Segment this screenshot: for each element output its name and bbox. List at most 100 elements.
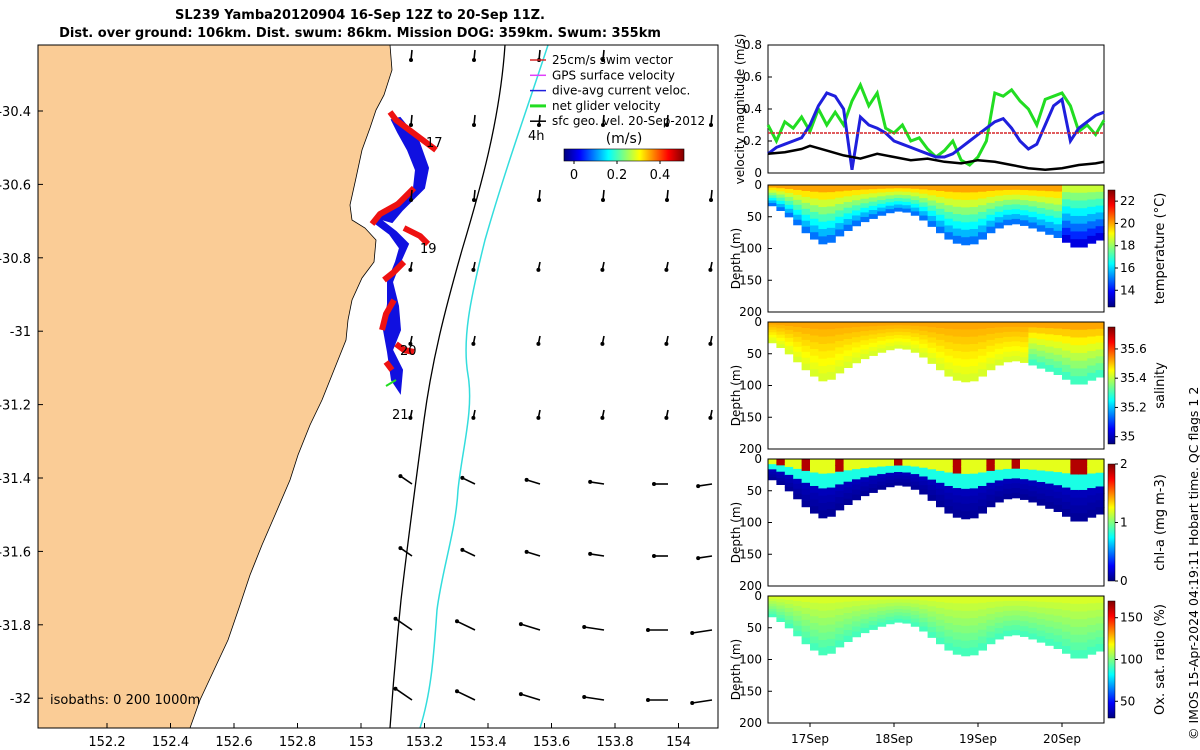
section-cell: [910, 337, 920, 342]
section-cell: [910, 614, 920, 620]
section-cell: [835, 216, 845, 224]
section-cell: [776, 207, 786, 211]
section-cell: [860, 623, 870, 629]
current-arrow-head: [696, 484, 701, 489]
section-cell: [1011, 326, 1021, 333]
section-cell: [961, 633, 971, 642]
section-cell: [994, 469, 1004, 476]
section-cell: [1070, 497, 1080, 507]
section-cell: [952, 480, 962, 489]
section-cell: [877, 211, 887, 216]
section-cell: [910, 477, 920, 483]
section-cell: [1036, 213, 1046, 221]
section-cell: [1020, 626, 1029, 632]
section-cell: [868, 214, 878, 219]
section-cell: [978, 622, 987, 631]
section-cell: [927, 484, 937, 491]
section-ytick-label: 100: [739, 653, 762, 667]
section-cell: [877, 466, 887, 471]
section-cell: [1095, 322, 1105, 330]
section-cell: [843, 464, 853, 471]
section-cell: [843, 498, 853, 506]
section-cell: [952, 625, 962, 633]
section-cell: [852, 215, 861, 222]
section-cell: [852, 195, 861, 201]
section-cell: [910, 607, 920, 612]
section-cell: [818, 647, 828, 656]
map-lon-tick-label: 153.4: [469, 735, 506, 750]
figure-title-line1: SL239 Yamba20120904 16-Sep 12Z to 20-Sep…: [175, 8, 545, 23]
section-cell: [1003, 336, 1013, 343]
section-cell: [784, 204, 794, 210]
section-cell: [1045, 346, 1055, 354]
section-cell: [801, 500, 811, 508]
section-cell: [768, 192, 777, 196]
section-cell: [1095, 363, 1105, 371]
section-cell: [1036, 476, 1046, 483]
section-cell: [860, 627, 870, 634]
section-cell: [868, 488, 878, 493]
section-cell: [1095, 212, 1105, 220]
section-cell: [1053, 596, 1063, 604]
section-cell: [969, 199, 979, 208]
section-cell: [1087, 632, 1097, 641]
section-cell: [961, 610, 971, 619]
section-cell: [852, 606, 861, 612]
colorbar-tick-label: 0.4: [650, 168, 671, 183]
section-cell: [1011, 214, 1021, 220]
section-cell: [843, 459, 853, 466]
section-cell: [784, 615, 794, 621]
section-cell: [776, 341, 786, 345]
section-cell: [927, 200, 937, 207]
current-arrow-head: [588, 551, 593, 556]
section-cell: [1087, 221, 1097, 230]
section-cell: [944, 492, 954, 501]
section-cell: [1028, 633, 1038, 640]
section-cell: [1028, 496, 1038, 503]
section-cell: [1011, 478, 1021, 484]
section-cell: [927, 469, 937, 476]
current-arrow-head: [408, 341, 413, 346]
current-arrow: [395, 688, 413, 701]
section-cell: [1003, 463, 1013, 470]
section-cell: [818, 344, 828, 352]
section-cell: [885, 469, 895, 474]
section-cell: [810, 369, 819, 377]
section-cell: [952, 646, 962, 655]
section-cell: [919, 185, 929, 190]
current-arrow: [520, 623, 541, 631]
section-cell: [1011, 199, 1021, 205]
section-ylabel: Depth (m): [729, 502, 743, 563]
section-cell: [986, 202, 996, 210]
section-cell: [1028, 480, 1038, 487]
section-cell: [1028, 622, 1038, 629]
section-cell: [969, 221, 979, 230]
section-cell: [894, 596, 903, 600]
section-cell: [793, 189, 803, 196]
section-cell: [768, 469, 777, 473]
section-cell: [843, 213, 853, 220]
section-cell: [801, 202, 811, 210]
section-cell: [910, 481, 920, 486]
section-cell: [961, 511, 971, 520]
section-cell: [852, 474, 861, 480]
section-cell: [936, 613, 945, 621]
section-cell: [1095, 616, 1105, 625]
section-cell: [961, 603, 971, 612]
section-cell: [784, 196, 794, 202]
section-cell: [1028, 459, 1038, 465]
section-cell: [784, 478, 794, 484]
section-cell: [1036, 362, 1046, 369]
section-cell: [986, 357, 996, 365]
section-cell: [1003, 199, 1013, 206]
section-cell: [868, 608, 878, 614]
section-cell: [868, 484, 878, 489]
imos-credit-text: © IMOS 15-Apr-2024 04:19:11 Hobart time.…: [1186, 386, 1200, 740]
section-cell: [1028, 327, 1038, 334]
section-cell: [835, 471, 845, 479]
section-cell: [1095, 623, 1105, 631]
section-cell: [1020, 631, 1029, 637]
section-cell: [1087, 322, 1097, 330]
section-cell: [818, 603, 828, 612]
section-cell: [860, 203, 870, 209]
